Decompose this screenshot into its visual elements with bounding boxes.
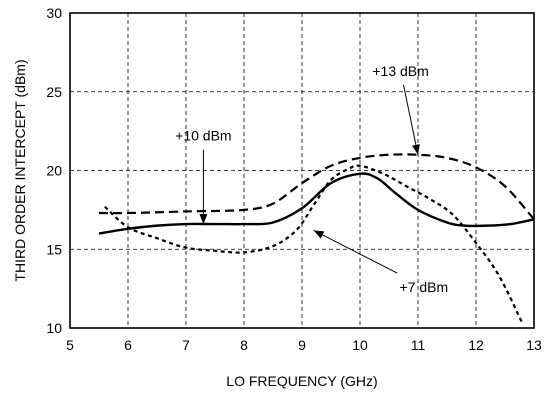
annotation-label: +7 dBm [399,279,448,295]
y-tick-label: 30 [46,5,62,21]
x-tick-label: 7 [182,337,190,353]
annotation-arrowhead [412,144,420,155]
series-line [98,172,535,235]
annotation-label: +13 dBm [372,63,428,79]
y-tick-label: 15 [46,241,62,257]
x-tick-label: 9 [298,337,306,353]
x-tick-label: 6 [124,337,132,353]
x-tick-label: 11 [411,337,426,353]
x-tick-label: 8 [240,337,248,353]
annotation-arrowhead [199,214,208,225]
tick-labels: 5 6 7 8 9 10 11 12 13 10 15 20 25 30 [46,5,542,353]
y-tick-label: 20 [46,163,62,179]
y-tick-label: 10 [46,320,62,336]
annotation-label: +10 dBm [175,128,231,144]
series-group [98,153,535,324]
annotation-arrow-line [402,84,419,155]
x-tick-label: 13 [526,337,542,353]
plot-frame [69,12,535,329]
x-tick-label: 10 [352,337,368,353]
annotation-arrow-line [313,229,398,274]
annotations: +13 dBm +10 dBm +7 dBm [175,63,448,295]
y-axis-title: THIRD ORDER INTERCEPT (dBm) [12,59,28,281]
x-tick-label: 12 [468,337,484,353]
x-axis-title: LO FREQUENCY (GHz) [226,373,377,389]
grid-lines [70,13,534,328]
series-line [104,164,524,324]
series-line [98,153,535,221]
y-tick-label: 25 [46,84,62,100]
annotation-arrowhead [313,230,325,239]
x-tick-label: 5 [66,337,74,353]
